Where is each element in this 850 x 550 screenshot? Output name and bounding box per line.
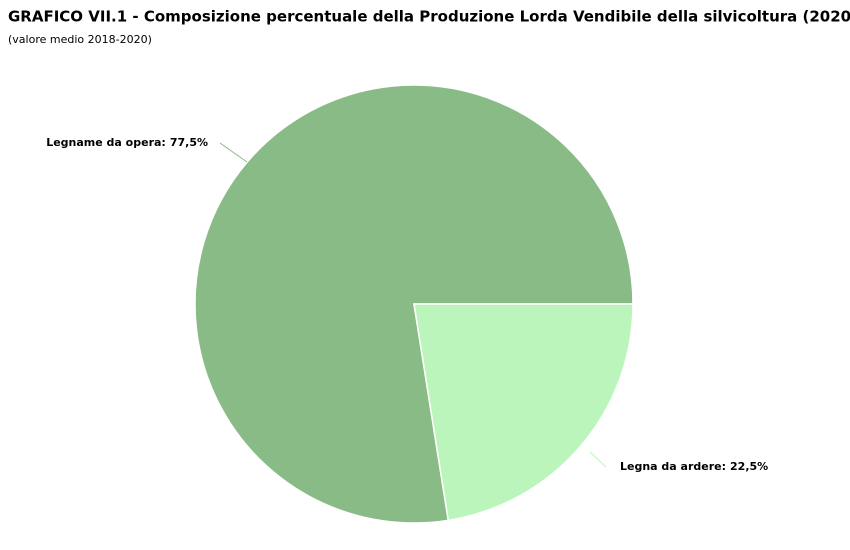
slice-label-name: Legname da opera:: [46, 136, 166, 149]
leader-line: [589, 451, 607, 468]
slice-label-name: Legna da ardere:: [620, 460, 726, 473]
slice-label: Legname da opera: 77,5%: [46, 136, 208, 149]
slice-label-value: 77,5%: [170, 136, 208, 149]
pie-slice: [413, 303, 634, 522]
leader-line: [219, 142, 248, 163]
chart-subtitle: (valore medio 2018-2020): [8, 33, 152, 46]
chart-title: GRAFICO VII.1 - Composizione percentuale…: [8, 8, 850, 26]
slice-label: Legna da ardere: 22,5%: [620, 460, 768, 473]
slice-label-value: 22,5%: [730, 460, 768, 473]
